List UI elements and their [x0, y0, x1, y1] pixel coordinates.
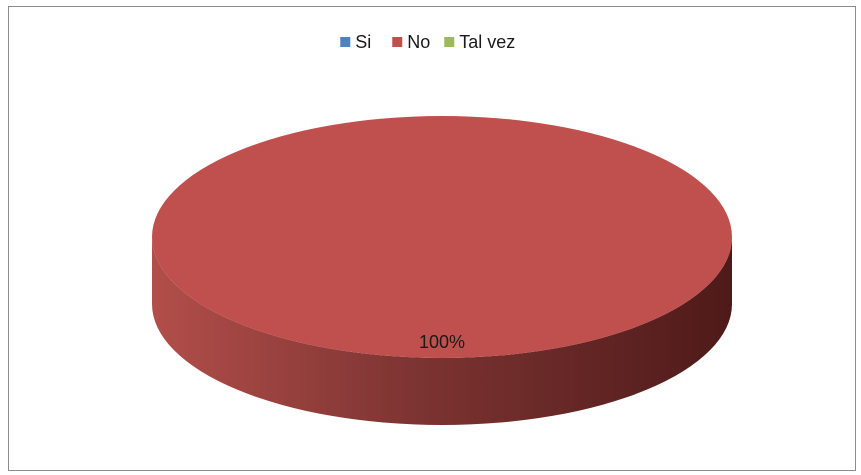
pie-slices: [152, 116, 732, 425]
chart-area: Si No Tal vez 100%: [8, 6, 856, 471]
legend-swatch-tal-vez: [444, 37, 455, 47]
legend-swatch-no: [392, 37, 403, 47]
legend-label-si: Si: [355, 32, 371, 52]
legend-label-no: No: [407, 32, 430, 52]
pie-slice-no: [152, 116, 732, 358]
legend: Si No Tal vez: [340, 32, 515, 52]
legend-swatch-si: [340, 37, 351, 47]
pie-chart: Si No Tal vez 100%: [152, 32, 732, 425]
pie-slice-no-side: [152, 237, 732, 425]
data-labels: 100%: [419, 332, 465, 352]
data-label-no: 100%: [419, 332, 465, 352]
legend-label-tal-vez: Tal vez: [459, 32, 515, 52]
